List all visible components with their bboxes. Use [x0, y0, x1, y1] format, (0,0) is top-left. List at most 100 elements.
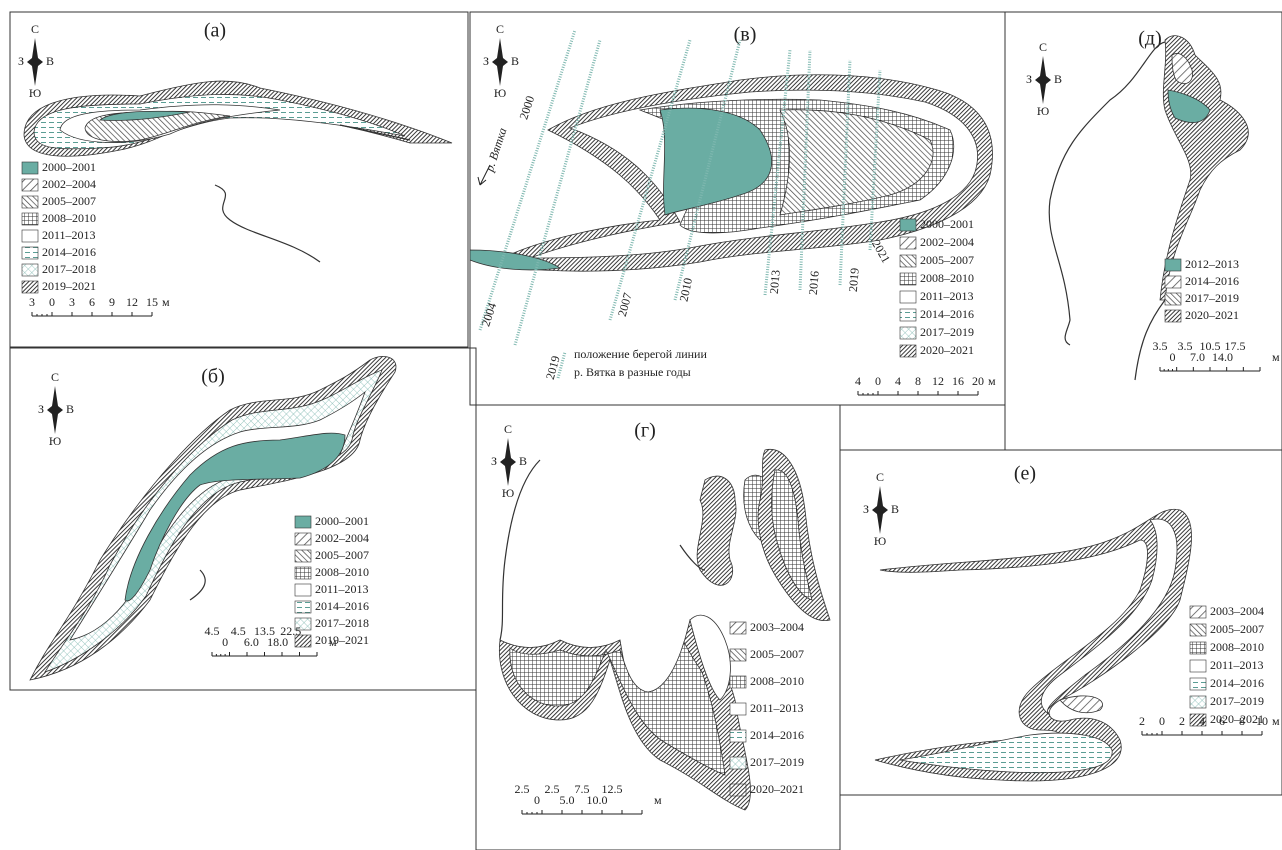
- panel: (д)СЮЗВ2012–20132014–20162017–20192020–2…: [1005, 12, 1282, 450]
- scale-unit: м: [988, 374, 996, 388]
- compass-w: З: [491, 454, 497, 468]
- scale-bar: [522, 810, 642, 814]
- scale-label: 12: [932, 374, 944, 388]
- scale-label: 10: [1256, 714, 1268, 728]
- legend-label: 2014–2016: [750, 728, 804, 742]
- legend-label: 2019–2021: [42, 279, 96, 293]
- legend-swatch: [900, 255, 916, 267]
- legend-swatch: [1165, 276, 1181, 288]
- panel-label: (г): [634, 420, 656, 442]
- compass-e: В: [46, 54, 54, 68]
- legend-label: 2002–2004: [315, 531, 369, 545]
- legend-swatch: [730, 757, 746, 769]
- note-sample-year: 2019: [543, 354, 563, 381]
- legend-swatch: [295, 516, 311, 528]
- shoreline-year: [515, 40, 600, 345]
- scale-bar: [212, 652, 317, 656]
- panel: (а)СЮЗВ2000–20012002–20042005–20072008–2…: [10, 12, 468, 347]
- scale-unit: м: [654, 793, 662, 807]
- scale-label: 6.0: [244, 635, 259, 649]
- compass-n: С: [1039, 40, 1047, 54]
- scale-label: 15: [146, 295, 158, 309]
- legend-label: 2011–2013: [315, 582, 369, 596]
- legend-swatch: [22, 179, 38, 191]
- figure: (а) С Ю З В 2000–2001 2002–2004 2005–2007 2008–2…: [0, 0, 1282, 850]
- panel-label: (б): [201, 366, 225, 388]
- scale-label: 0: [1170, 350, 1176, 364]
- legend-swatch: [900, 219, 916, 231]
- legend-label: 2008–2010: [750, 674, 804, 688]
- legend-label: 2005–2007: [42, 194, 96, 208]
- legend-label: 2017–2019: [1210, 694, 1264, 708]
- legend-label: 2020–2021: [1185, 308, 1239, 322]
- year-label: 2019: [846, 267, 862, 292]
- compass-e: В: [511, 54, 519, 68]
- legend-swatch: [1165, 259, 1181, 271]
- legend-label: 2019–2021: [315, 633, 369, 647]
- legend-label: 2020–2021: [750, 782, 804, 796]
- compass-rose: [492, 38, 508, 86]
- compass-s: Ю: [502, 486, 514, 500]
- scale-label: 3.5: [1153, 339, 1168, 353]
- scale-label: 2.5: [515, 782, 530, 796]
- year-label: 2004: [478, 301, 499, 328]
- compass-rose: [500, 438, 516, 486]
- panel-label: (а): [204, 20, 226, 42]
- legend-swatch: [22, 230, 38, 242]
- compass-s: Ю: [29, 86, 41, 100]
- legend-label: 2020–2021: [920, 343, 974, 357]
- scale-bar: [1142, 731, 1262, 735]
- year-label: 2010: [676, 277, 695, 303]
- note: р. Вятка в разные годы: [574, 365, 691, 379]
- legend-label: 2011–2013: [750, 701, 804, 715]
- scale-label: 7.0: [1190, 350, 1205, 364]
- scale-label: 4: [895, 374, 901, 388]
- legend-swatch: [295, 601, 311, 613]
- compass-n: С: [504, 422, 512, 436]
- legend-label: 2005–2007: [1210, 622, 1264, 636]
- bank-zone: [697, 476, 736, 585]
- legend-swatch: [22, 247, 38, 259]
- legend-label: 2005–2007: [750, 647, 804, 661]
- scale-label: 4: [1199, 714, 1205, 728]
- year-label: 2013: [767, 269, 783, 294]
- legend-swatch: [1190, 696, 1206, 708]
- compass-rose: [872, 486, 888, 534]
- compass-e: В: [891, 502, 899, 516]
- compass-w: З: [863, 502, 869, 516]
- legend-swatch: [295, 567, 311, 579]
- scale-label: 18.0: [267, 635, 288, 649]
- compass-n: С: [496, 22, 504, 36]
- legend-swatch: [900, 291, 916, 303]
- legend-label: 2017–2018: [315, 616, 369, 630]
- compass-s: Ю: [494, 86, 506, 100]
- scale-label: 8: [1239, 714, 1245, 728]
- legend-label: 2014–2016: [920, 307, 974, 321]
- compass-w: З: [38, 402, 44, 416]
- legend-label: 2003–2004: [750, 620, 804, 634]
- legend-swatch: [22, 213, 38, 225]
- legend-swatch: [900, 273, 916, 285]
- legend-label: 2017–2018: [42, 262, 96, 276]
- scale-label: 4.5: [205, 624, 220, 638]
- scale-label: 2: [1139, 714, 1145, 728]
- year-label: 2021: [869, 237, 893, 265]
- scale-unit: м: [329, 635, 337, 649]
- legend-swatch: [22, 162, 38, 174]
- panel-label: (д): [1138, 28, 1162, 50]
- legend-label: 2008–2010: [920, 271, 974, 285]
- scale-unit: м: [1272, 350, 1280, 364]
- scale-bar: [1160, 367, 1260, 371]
- legend-swatch: [295, 533, 311, 545]
- scale-label: 3: [69, 295, 75, 309]
- compass-rose: [27, 38, 43, 86]
- legend-label: 2000–2001: [42, 160, 96, 174]
- legend-label: 2017–2019: [920, 325, 974, 339]
- legend-swatch: [22, 264, 38, 276]
- bank-zone: [1060, 696, 1103, 713]
- legend-swatch: [900, 327, 916, 339]
- scale-label: 10.0: [587, 793, 608, 807]
- legend-swatch: [22, 196, 38, 208]
